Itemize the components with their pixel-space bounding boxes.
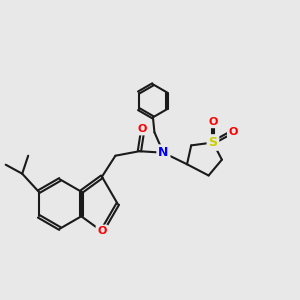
Text: O: O <box>97 226 106 236</box>
Text: O: O <box>229 127 238 137</box>
Text: N: N <box>158 146 169 159</box>
Text: O: O <box>138 124 147 134</box>
Text: O: O <box>208 116 218 127</box>
Text: S: S <box>208 136 217 149</box>
